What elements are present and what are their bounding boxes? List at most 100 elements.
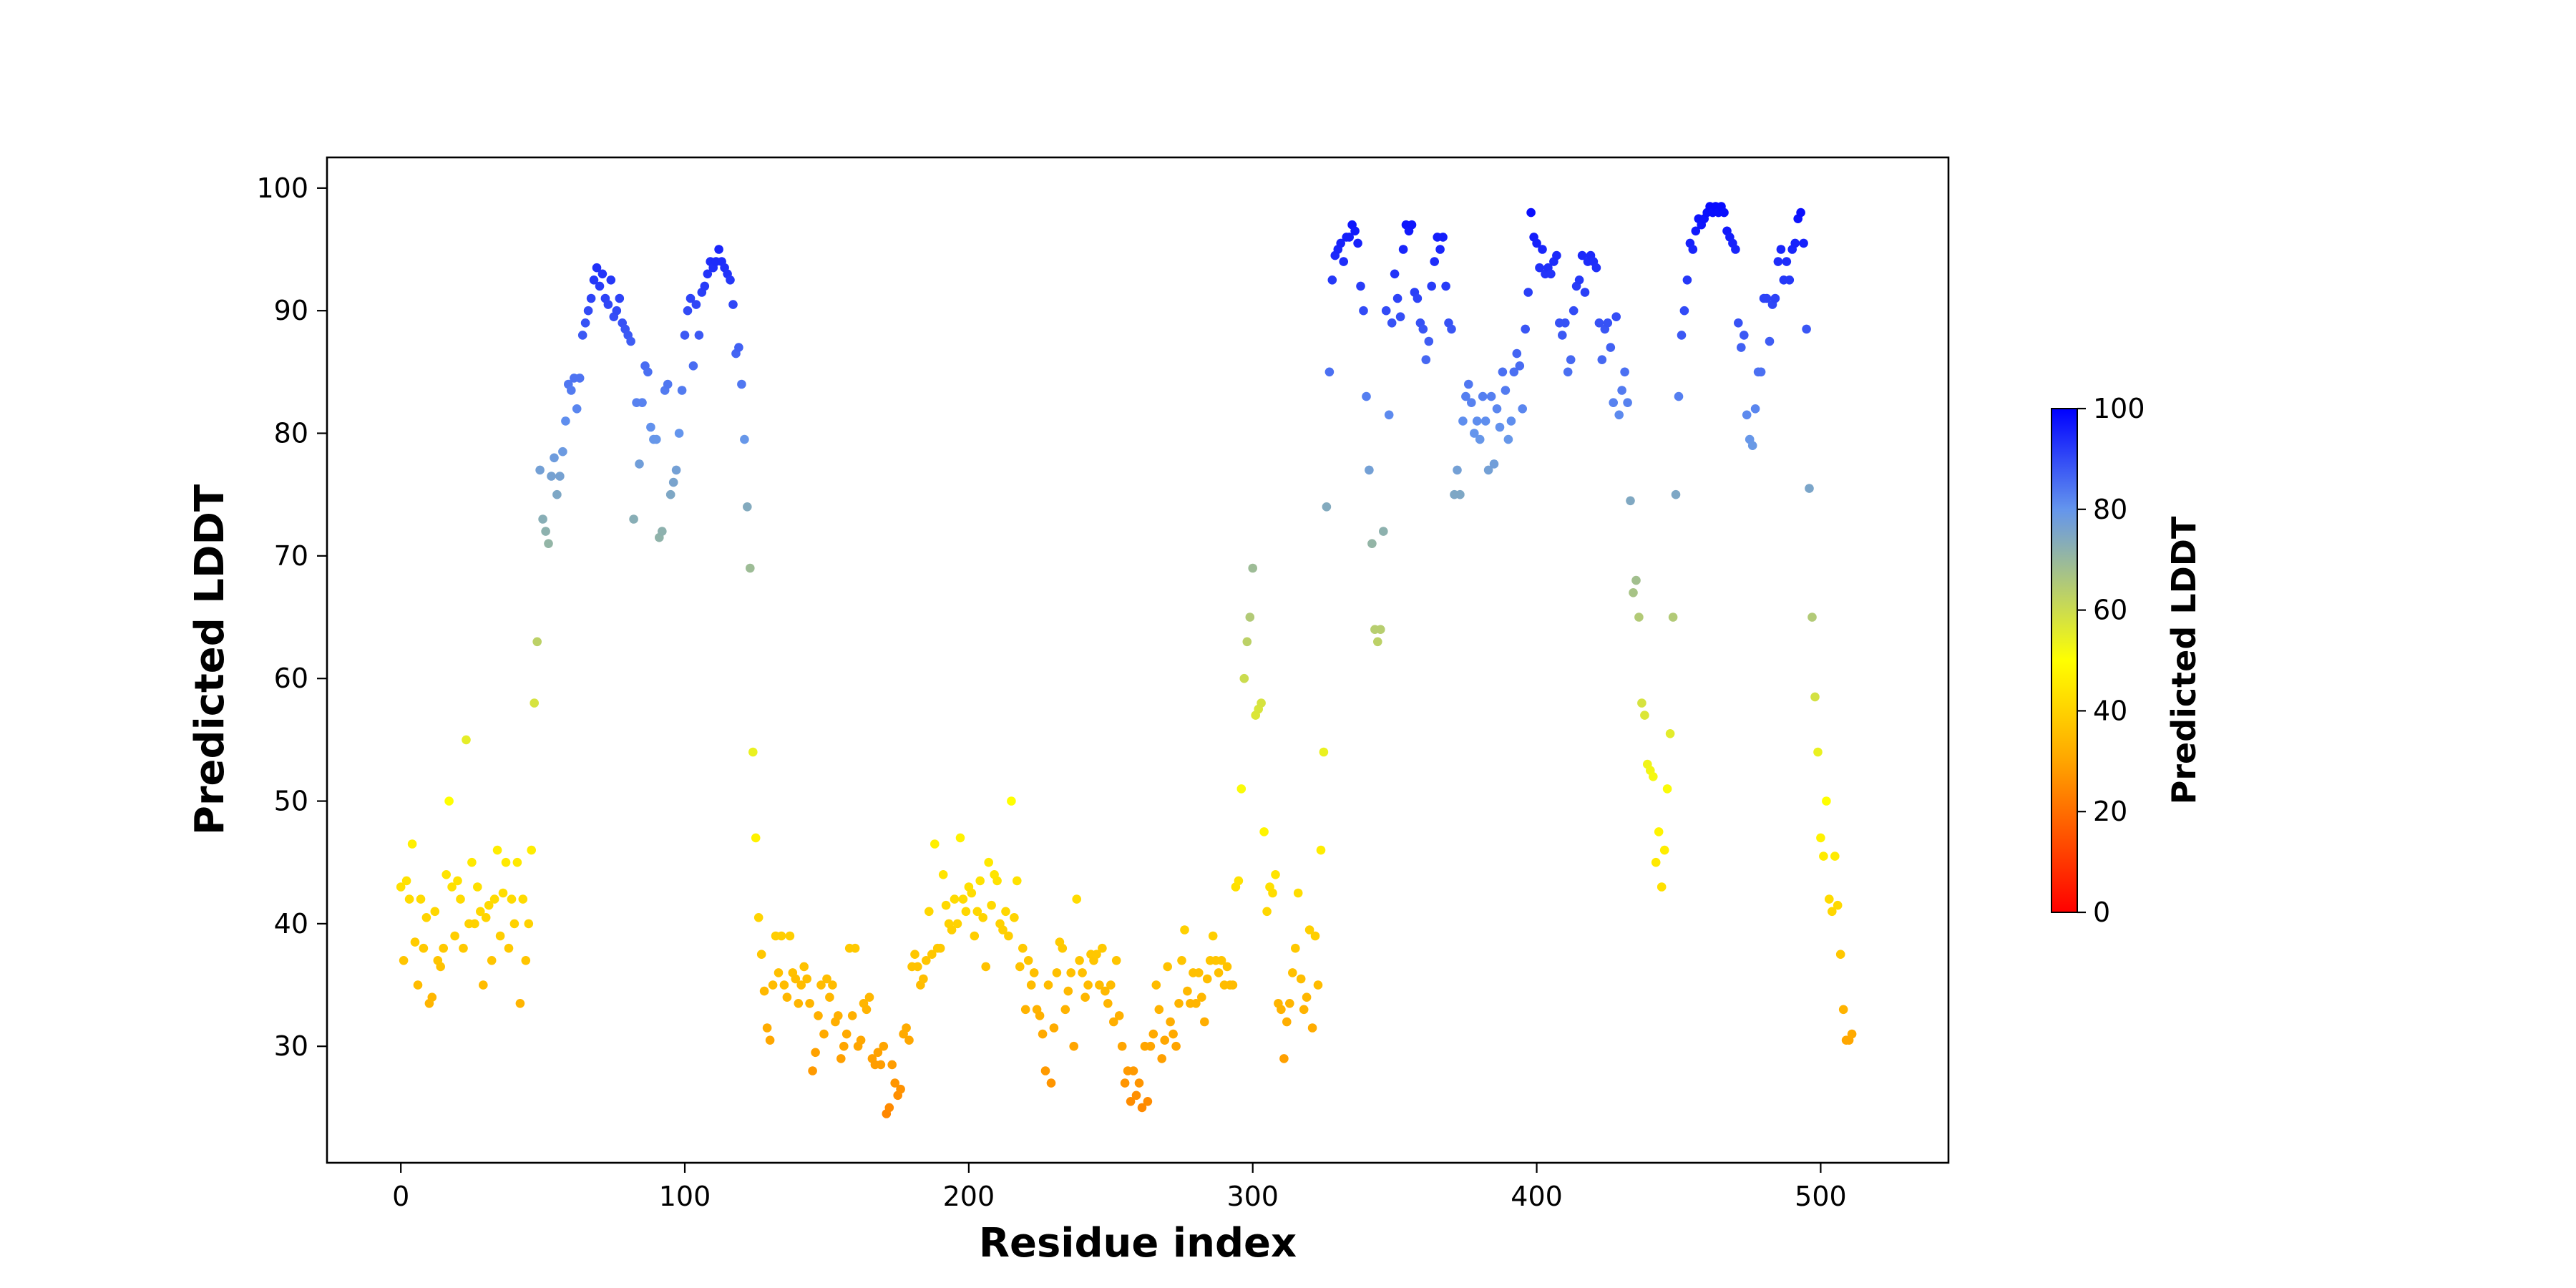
data-point xyxy=(612,306,622,316)
data-point xyxy=(606,275,616,285)
data-point xyxy=(1160,1035,1169,1045)
data-point xyxy=(1040,1066,1050,1075)
data-point xyxy=(680,331,690,340)
data-point xyxy=(748,747,758,757)
data-point xyxy=(1327,275,1337,285)
data-point xyxy=(952,919,962,929)
data-point xyxy=(1376,625,1385,634)
data-point xyxy=(1654,827,1664,836)
data-point xyxy=(1501,386,1511,395)
data-point xyxy=(816,980,826,990)
data-point xyxy=(1515,361,1525,371)
data-point xyxy=(1356,281,1365,291)
colorbar xyxy=(2051,408,2078,913)
data-point xyxy=(1691,226,1701,236)
data-point xyxy=(1833,900,1843,910)
data-point xyxy=(1169,1029,1178,1039)
data-point xyxy=(913,962,922,972)
data-point xyxy=(734,343,743,352)
data-point xyxy=(1046,1078,1056,1088)
data-point xyxy=(521,956,531,965)
data-point xyxy=(504,943,514,953)
data-point xyxy=(1737,343,1746,352)
data-point xyxy=(1092,950,1101,959)
data-point xyxy=(410,937,420,947)
data-point xyxy=(1183,986,1192,996)
data-point xyxy=(515,999,525,1008)
data-point xyxy=(992,876,1002,886)
data-point xyxy=(1799,238,1808,248)
data-point xyxy=(1336,238,1345,248)
data-point xyxy=(1526,208,1536,218)
data-point xyxy=(459,943,468,953)
data-point xyxy=(473,882,482,892)
data-point xyxy=(961,907,971,917)
data-point xyxy=(1365,465,1374,475)
data-point xyxy=(935,943,945,953)
data-point xyxy=(1288,968,1297,977)
data-point xyxy=(1467,398,1476,407)
x-tick-label: 0 xyxy=(392,1181,409,1212)
data-point xyxy=(1640,711,1649,720)
data-point xyxy=(1072,894,1081,904)
data-point xyxy=(1453,465,1462,475)
data-point xyxy=(876,1060,886,1070)
data-point xyxy=(825,992,834,1002)
data-point xyxy=(910,950,919,959)
data-point xyxy=(791,974,801,984)
data-point xyxy=(1614,410,1624,420)
data-point xyxy=(481,913,491,922)
data-point xyxy=(1137,1103,1147,1113)
data-point xyxy=(1200,1017,1209,1027)
y-tick-label: 100 xyxy=(256,172,308,204)
data-point xyxy=(808,1066,817,1075)
data-point xyxy=(1506,416,1516,426)
data-point xyxy=(421,913,431,922)
data-point xyxy=(444,796,454,806)
data-point xyxy=(652,434,661,444)
data-point xyxy=(1629,588,1638,597)
data-point xyxy=(703,269,713,279)
data-point xyxy=(1197,992,1206,1002)
data-point xyxy=(1262,907,1272,917)
data-point xyxy=(805,999,814,1008)
data-point xyxy=(1202,974,1212,984)
data-point xyxy=(1285,999,1294,1008)
data-point xyxy=(1359,306,1368,316)
data-point xyxy=(1770,293,1780,303)
y-tick-label: 70 xyxy=(274,540,308,572)
data-point xyxy=(595,281,605,291)
data-point xyxy=(1521,324,1530,334)
data-point xyxy=(577,331,587,340)
data-point xyxy=(456,894,465,904)
data-point xyxy=(756,950,766,959)
data-point xyxy=(779,980,789,990)
data-point xyxy=(1828,907,1837,917)
data-point xyxy=(658,527,667,536)
data-point xyxy=(1271,870,1280,879)
data-point xyxy=(1546,269,1556,279)
data-point xyxy=(1299,1005,1309,1015)
data-point xyxy=(1248,563,1257,573)
data-point xyxy=(1020,1005,1030,1015)
data-point xyxy=(1018,943,1028,953)
data-point xyxy=(453,876,462,886)
data-point xyxy=(484,900,494,910)
data-point xyxy=(700,281,710,291)
data-point xyxy=(1387,318,1397,328)
data-point xyxy=(1242,637,1252,647)
data-point xyxy=(1350,226,1360,236)
data-point xyxy=(850,943,860,953)
data-point xyxy=(1282,1017,1292,1027)
data-point xyxy=(904,1035,914,1045)
data-point xyxy=(896,1084,905,1094)
data-point xyxy=(498,888,508,898)
data-point xyxy=(1427,281,1436,291)
data-points xyxy=(396,202,1857,1118)
data-point xyxy=(1109,1017,1118,1027)
data-point xyxy=(811,1048,820,1058)
data-point xyxy=(589,275,599,285)
data-point xyxy=(1523,288,1533,297)
data-point xyxy=(427,992,437,1002)
data-point xyxy=(1577,250,1587,260)
